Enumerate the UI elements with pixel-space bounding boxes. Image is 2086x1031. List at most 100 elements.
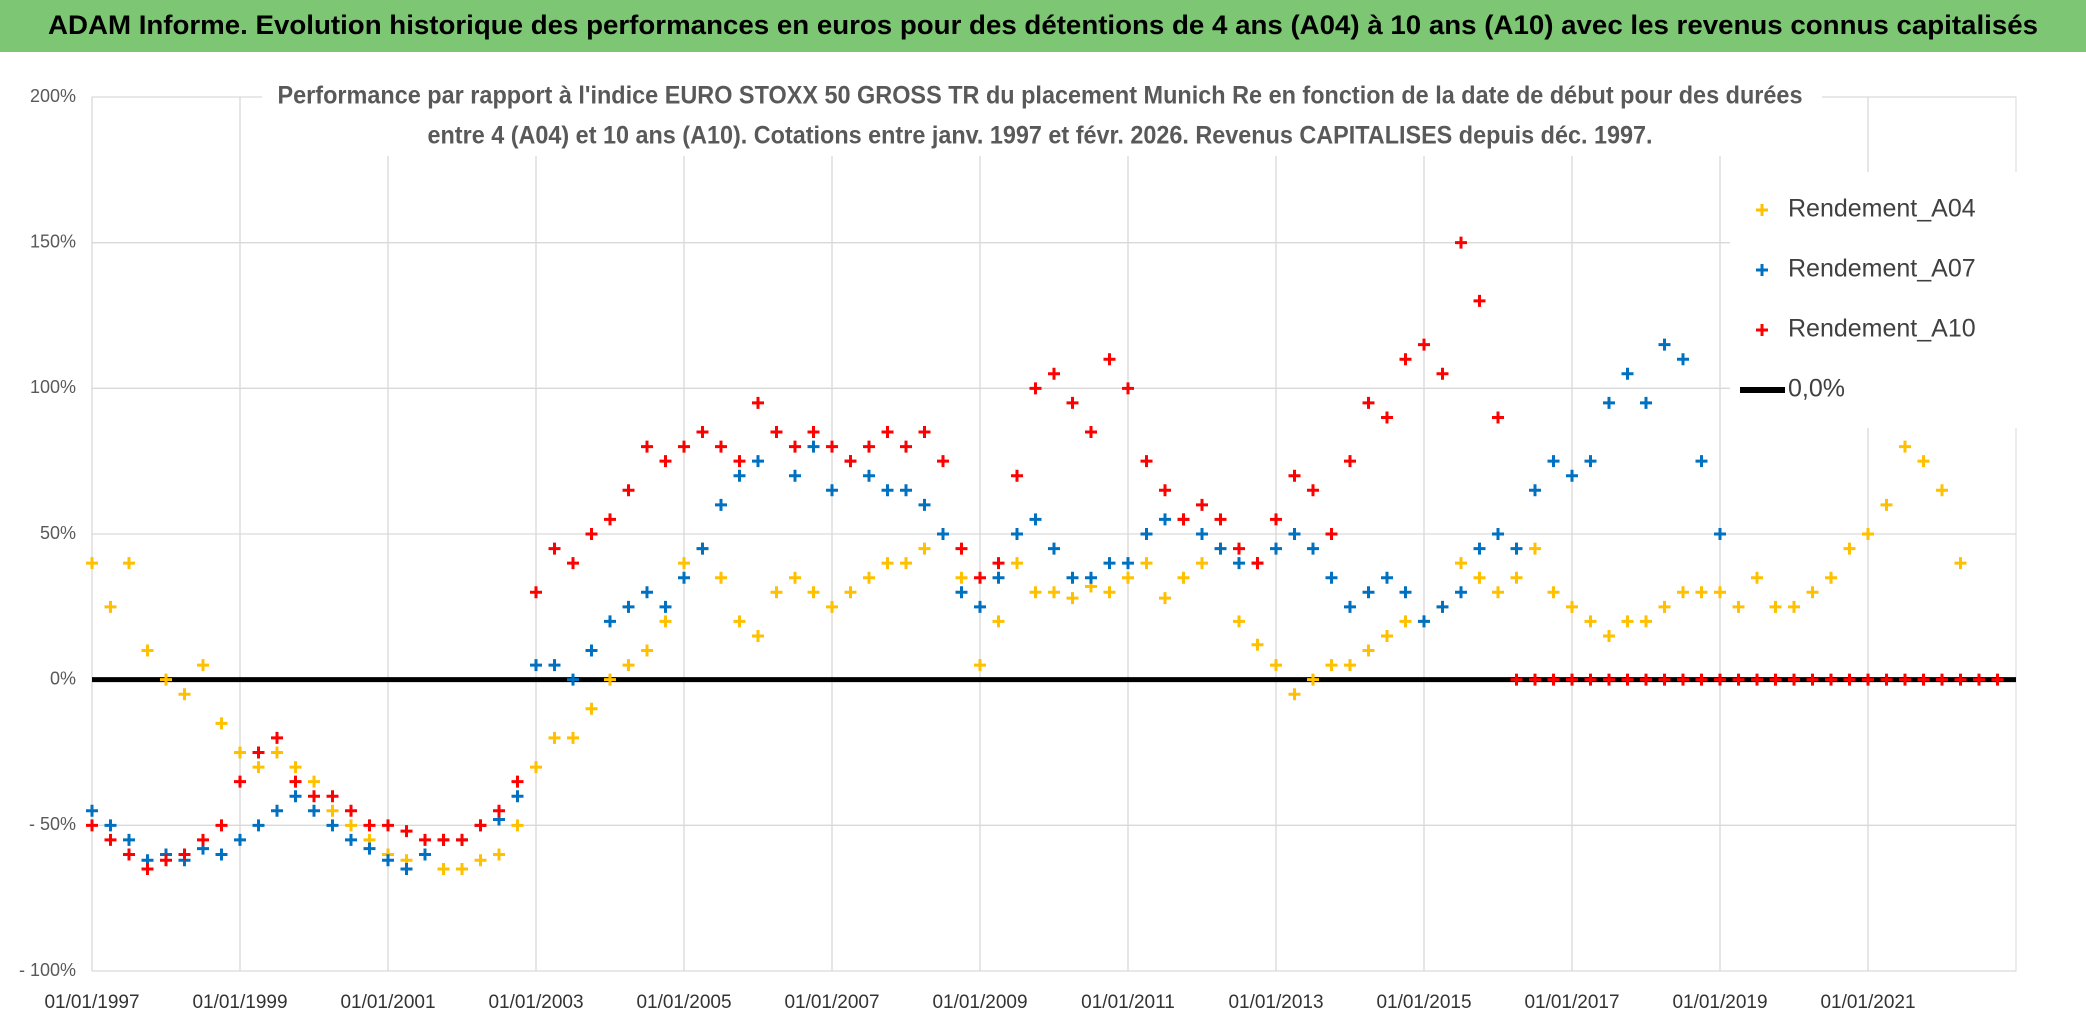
scatter-point xyxy=(992,571,1005,584)
scatter-point xyxy=(326,819,339,832)
scatter-point xyxy=(918,542,931,555)
scatter-point xyxy=(1436,600,1449,613)
legend: Rendement_A04 Rendement_A07 Rendement_A10 0… xyxy=(1730,172,2040,428)
scatter-point xyxy=(1806,586,1819,599)
scatter-point xyxy=(1899,440,1911,453)
scatter-point xyxy=(567,557,579,570)
scatter-point xyxy=(1344,455,1356,468)
scatter-point xyxy=(1677,673,1689,686)
scatter-point xyxy=(1325,659,1338,672)
scatter-point xyxy=(511,790,524,803)
scatter-point xyxy=(456,863,468,876)
legend-marker xyxy=(1756,324,1768,336)
scatter-point xyxy=(1658,673,1671,686)
scatter-point xyxy=(770,426,783,439)
scatter-point xyxy=(826,440,838,453)
scatter-point xyxy=(1695,673,1708,686)
scatter-point xyxy=(696,426,709,439)
scatter-point xyxy=(234,775,246,788)
scatter-point xyxy=(807,586,820,599)
scatter-point xyxy=(863,571,875,584)
scatter-point xyxy=(326,804,339,817)
scatter-point xyxy=(1806,673,1819,686)
scatter-point xyxy=(511,775,524,788)
scatter-point xyxy=(104,819,117,832)
x-tick-label: 01/01/2021 xyxy=(1820,992,1915,1013)
x-tick-label: 01/01/2011 xyxy=(1081,992,1175,1013)
scatter-point xyxy=(1029,586,1042,599)
scatter-point xyxy=(1029,513,1042,526)
scatter-point xyxy=(141,644,154,657)
scatter-point xyxy=(1270,513,1282,526)
scatter-point xyxy=(1510,542,1523,555)
scatter-point xyxy=(1880,673,1893,686)
scatter-point xyxy=(271,731,283,744)
y-tick-label: 50% xyxy=(40,523,76,543)
scatter-point xyxy=(1177,571,1190,584)
scatter-point xyxy=(678,440,690,453)
scatter-point xyxy=(1325,571,1338,584)
scatter-point xyxy=(844,455,857,468)
legend-marker xyxy=(1756,204,1768,216)
scatter-point xyxy=(1769,600,1782,613)
scatter-point xyxy=(345,833,357,846)
scatter-point xyxy=(1936,673,1948,686)
scatter-point xyxy=(1658,600,1671,613)
scatter-point xyxy=(1103,557,1116,570)
scatter-point xyxy=(826,484,838,497)
scatter-point xyxy=(493,804,505,817)
scatter-point xyxy=(308,790,320,803)
scatter-point xyxy=(252,746,265,759)
scatter-point xyxy=(641,440,653,453)
scatter-point xyxy=(215,717,228,730)
scatter-point xyxy=(1473,571,1486,584)
scatter-point xyxy=(900,557,912,570)
scatter-point xyxy=(252,819,265,832)
scatter-point xyxy=(1936,484,1948,497)
scatter-point xyxy=(271,804,283,817)
scatter-point xyxy=(197,659,209,672)
scatter-point xyxy=(382,854,394,867)
scatter-point xyxy=(622,600,635,613)
scatter-point xyxy=(622,659,635,672)
scatter-point xyxy=(1899,673,1911,686)
scatter-point xyxy=(1714,586,1726,599)
scatter-point xyxy=(1085,426,1097,439)
scatter-point xyxy=(1307,542,1319,555)
scatter-point xyxy=(86,557,98,570)
scatter-point xyxy=(1566,469,1578,482)
scatter-point xyxy=(1214,513,1227,526)
scatter-point xyxy=(419,848,431,861)
scatter-point xyxy=(252,761,265,774)
scatter-point xyxy=(955,542,968,555)
scatter-point xyxy=(530,586,542,599)
scatter-point xyxy=(1677,353,1689,366)
x-tick-label: 01/01/2019 xyxy=(1672,992,1767,1013)
scatter-point xyxy=(400,825,413,838)
scatter-point xyxy=(1455,236,1467,249)
scatter-point xyxy=(1547,673,1560,686)
scatter-point xyxy=(141,863,154,876)
scatter-point xyxy=(1011,557,1023,570)
scatter-point xyxy=(807,426,820,439)
scatter-point xyxy=(881,557,894,570)
scatter-point xyxy=(234,746,246,759)
scatter-point xyxy=(1714,673,1726,686)
scatter-point xyxy=(715,571,727,584)
scatter-point xyxy=(1251,638,1264,651)
title-bar xyxy=(0,0,2086,52)
scatter-point xyxy=(1325,528,1338,540)
scatter-point xyxy=(308,775,320,788)
scatter-point xyxy=(955,571,968,584)
scatter-point xyxy=(123,833,135,846)
scatter-point xyxy=(289,775,302,788)
scatter-point xyxy=(548,542,561,555)
x-tick-label: 01/01/1997 xyxy=(44,992,139,1013)
scatter-point xyxy=(1547,455,1560,468)
scatter-point xyxy=(604,673,616,686)
scatter-point xyxy=(530,659,542,672)
scatter-point xyxy=(1954,557,1967,570)
scatter-point xyxy=(807,440,820,453)
scatter-point xyxy=(363,819,376,832)
